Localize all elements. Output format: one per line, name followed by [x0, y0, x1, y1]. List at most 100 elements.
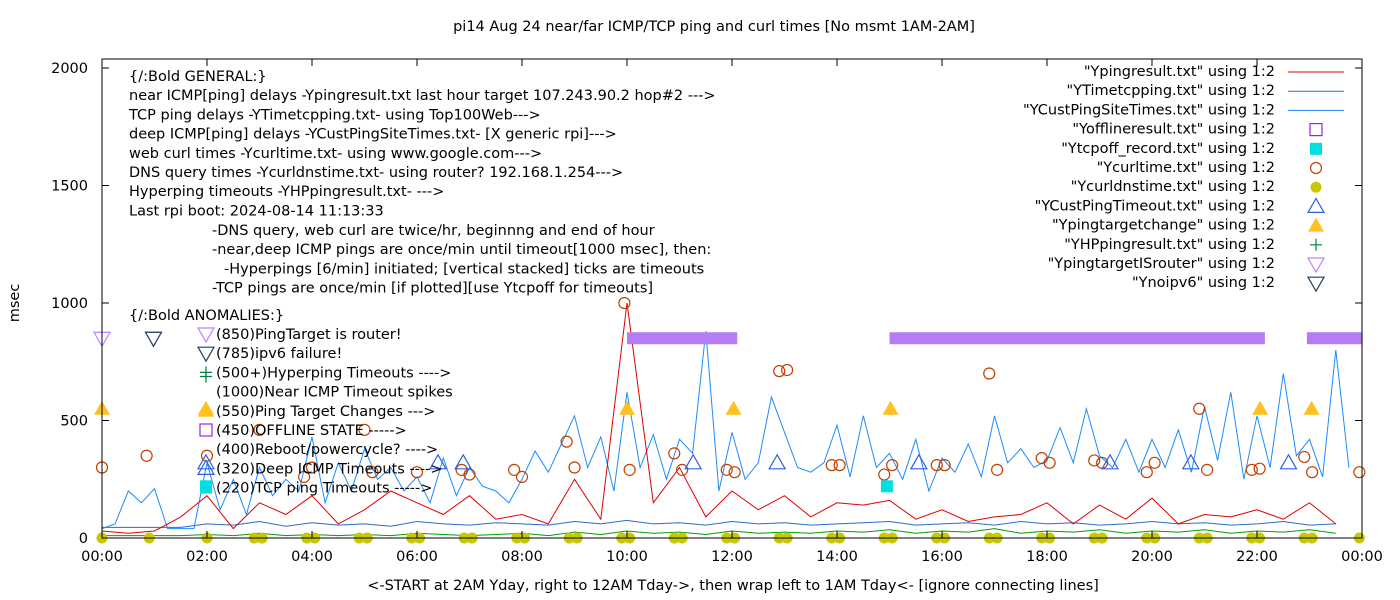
anomaly-marker-icon: [196, 327, 216, 344]
curl-time-point: [455, 463, 468, 476]
deep-icmp-timeout-point: [196, 453, 215, 470]
tcp-timeout-point: [880, 480, 893, 493]
x-tick-label: 16:00: [921, 549, 963, 565]
x-tick-label: 08:00: [501, 549, 543, 565]
anomaly-line: (850)PingTarget is router!: [216, 327, 402, 343]
deep-icmp-timeout-point: [1279, 453, 1298, 470]
curl-time-point: [1306, 466, 1319, 479]
legend-label: "Ypingtargetchange" using 1:2: [1052, 218, 1275, 234]
legend-label: "Ytcpoff_record.txt" using 1:2: [1061, 141, 1275, 157]
target-change-point: [619, 400, 635, 415]
legend-sample: [1310, 181, 1322, 193]
legend-label: "YTimetcpping.txt" using 1:2: [1067, 83, 1275, 99]
curl-time-point: [1043, 456, 1056, 469]
x-tick-label: 00:00: [1341, 549, 1383, 565]
legend-sample: [1308, 217, 1324, 232]
deep-icmp-timeout-point: [1100, 453, 1120, 470]
curl-time-point: [1298, 450, 1311, 464]
curl-time-point: [410, 466, 424, 479]
x-tick-label: 14:00: [816, 549, 858, 565]
deep-icmp-timeout-point: [909, 453, 928, 470]
anomaly-line: (450)OFFLINE STATE ----->: [216, 423, 407, 439]
x-tick-label: 20:00: [1131, 549, 1173, 565]
curl-time-point: [728, 466, 741, 479]
anomaly-marker-icon: [199, 423, 213, 437]
x-tick-label: 18:00: [1026, 549, 1068, 565]
legend-sample: [1309, 122, 1323, 137]
target-change-point: [1303, 400, 1320, 415]
anomalies-title: {/:Bold ANOMALIES:}: [129, 308, 284, 324]
anomaly-marker-icon: [200, 481, 212, 494]
legend-sample: [1310, 142, 1322, 155]
annotations: {/:Bold GENERAL:} near ICMP[ping] delays …: [128, 69, 716, 497]
legend-label: "Ynoipv6" using 1:2: [1132, 275, 1275, 291]
annotation-general-line: Hyperping timeouts -YHPpingresult.txt- -…: [129, 184, 444, 200]
legend-sample: [1310, 238, 1322, 251]
annotation-general-line: TCP ping delays -YTimetcpping.txt- using…: [128, 107, 541, 123]
curl-time-point: [623, 463, 636, 476]
curl-time-point: [1353, 466, 1366, 479]
curl-time-point: [886, 459, 899, 472]
deep-icmp-timeout-point: [428, 453, 448, 470]
series-line-ycustpingsitetimes-txt: [101, 331, 1350, 530]
legend: "Ypingresult.txt" using 1:2 "YTimetcpping…: [1023, 64, 1344, 293]
annotation-general-line: near ICMP[ping] delays -Ypingresult.txt …: [129, 88, 716, 104]
target-change-point: [725, 400, 742, 415]
curl-time-point: [358, 423, 371, 436]
router-target-band: [1306, 332, 1362, 345]
y-tick-label: 1500: [51, 179, 88, 195]
target-change-point: [1252, 400, 1269, 415]
x-axis-label: <-START at 2AM Yday, right to 12AM Tday-…: [367, 578, 1099, 594]
annotation-note-line: -DNS query, web curl are twice/hr, begin…: [212, 223, 655, 239]
curl-time-point: [463, 468, 476, 481]
legend-label: "Yofflineresult.txt" using 1:2: [1072, 122, 1275, 138]
deep-icmp-timeout-point: [768, 453, 787, 470]
target-router-point: [144, 331, 163, 348]
y-tick-label: 0: [79, 531, 88, 547]
y-tick-label: 2000: [51, 61, 88, 77]
curl-time-point: [298, 470, 311, 483]
curl-time-point: [676, 463, 689, 476]
curl-time-point: [253, 423, 266, 436]
curl-time-point: [1193, 402, 1206, 415]
curl-time-point: [568, 461, 581, 474]
legend-label: "YCustPingSiteTimes.txt" using 1:2: [1023, 102, 1275, 118]
curl-time-point: [930, 459, 943, 472]
curl-time-point: [1253, 462, 1266, 475]
curl-time-point: [983, 367, 996, 380]
anomaly-marker-icon: [198, 402, 214, 417]
anomaly-line: (1000)Near ICMP Timeout spikes: [216, 385, 453, 401]
x-tick-label: 12:00: [711, 549, 753, 565]
router-target-band: [889, 332, 1265, 345]
y-tick-label: 500: [60, 414, 88, 430]
curl-time-point: [1140, 466, 1153, 479]
annotation-note-line: -TCP pings are once/min [if plotted][use…: [212, 281, 653, 297]
curl-time-point: [1148, 456, 1161, 469]
x-tick-label: 06:00: [396, 549, 438, 565]
anomaly-line: (500+)Hyperping Timeouts ---->: [216, 365, 451, 381]
curl-time-point: [720, 463, 733, 476]
curl-time-point: [515, 470, 529, 483]
deep-icmp-timeout-point: [684, 453, 703, 470]
legend-sample: [1306, 257, 1326, 274]
curl-time-point: [938, 459, 951, 472]
y-tick-label: 1000: [51, 296, 88, 312]
curl-time-point: [781, 363, 794, 377]
annotation-general-line: DNS query times -Ycurldnstime.txt- using…: [129, 165, 623, 181]
anomaly-line: (400)Reboot/powercycle? ---->: [216, 442, 438, 458]
curl-time-point: [878, 468, 891, 481]
annotation-note-line: -Hyperpings [6/min] initiated; [vertical…: [224, 261, 704, 277]
anomaly-marker-icon: [196, 346, 216, 363]
legend-sample: [1306, 197, 1326, 213]
x-tick-label: 04:00: [291, 549, 333, 565]
noipv6-point: [144, 331, 163, 348]
annotation-general-line: {/:Bold GENERAL:}: [129, 69, 267, 85]
legend-label: "Ypingresult.txt" using 1:2: [1084, 64, 1275, 80]
chart-title: pi14 Aug 24 near/far ICMP/TCP ping and c…: [453, 19, 975, 35]
anomaly-marker-icon: [200, 366, 212, 379]
legend-sample: [1306, 276, 1326, 293]
anomaly-line: (220)TCP ping Timeouts ----->: [216, 481, 432, 497]
legend-label: "YHPpingresult.txt" using 1:2: [1064, 237, 1275, 253]
legend-label: "Ycurldnstime.txt" using 1:2: [1071, 179, 1275, 195]
